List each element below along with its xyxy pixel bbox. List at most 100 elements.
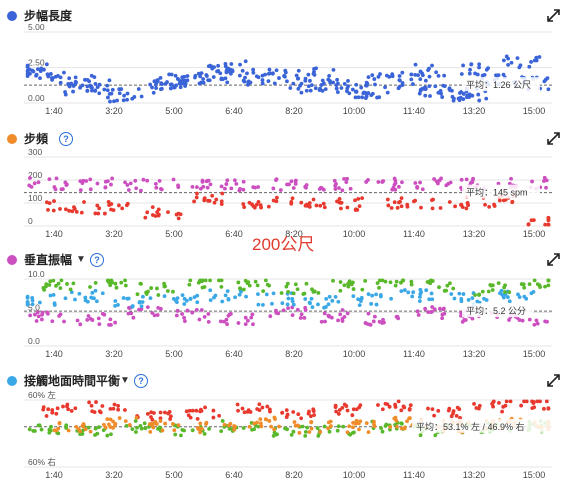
help-circle-icon[interactable]: ? [134,374,148,388]
data-point [285,281,290,286]
data-point [184,298,189,303]
panel-header: 接觸地面時間平衡 ▼ ? [0,373,576,389]
data-point [48,279,53,284]
data-point [241,78,246,83]
data-point [333,295,338,299]
data-point [309,296,314,301]
data-point [199,71,204,76]
data-point [406,290,411,295]
data-point [238,286,243,291]
data-point [377,278,382,283]
data-point [382,320,386,325]
data-point [224,317,229,322]
data-point [232,424,236,428]
data-point [477,65,481,70]
data-point [546,216,551,221]
data-point [285,412,290,417]
data-point [424,288,429,293]
data-point [73,75,78,80]
help-circle-icon[interactable]: ? [59,132,73,146]
data-point [240,406,245,411]
data-point [217,413,222,418]
data-point [268,71,272,76]
data-point [460,205,465,210]
data-point [393,405,398,409]
data-point [244,294,248,299]
data-point [529,218,534,223]
data-point [319,186,324,191]
data-point [143,426,148,431]
caret-down-icon[interactable]: ▼ [76,254,86,265]
data-point [275,432,279,437]
data-point [339,200,344,205]
data-point [35,67,40,72]
data-point [418,69,423,74]
y-tick-label: 0.0 [28,336,40,346]
data-point [427,84,432,89]
data-point [263,278,268,283]
data-point [52,185,57,189]
data-point [176,183,180,188]
data-point [303,78,308,83]
data-point [143,215,148,220]
data-point [280,301,285,306]
data-point [452,296,457,301]
data-point [316,302,320,307]
data-point [415,184,419,189]
data-point [198,430,202,435]
data-point [515,56,520,61]
data-point [423,306,428,311]
data-point [190,184,195,189]
data-point [25,301,30,306]
data-point [527,317,532,322]
help-circle-icon[interactable]: ? [90,253,104,267]
data-point [95,85,100,90]
data-point [499,288,504,293]
data-point [206,64,211,69]
data-point [138,188,143,193]
data-point [63,92,68,97]
data-point [436,73,441,78]
data-point [356,95,361,100]
data-point [138,281,143,286]
data-point [373,82,377,87]
data-point [63,180,68,185]
data-point [338,312,343,317]
data-point [149,286,154,290]
x-tick-label: 3:20 [105,470,123,480]
data-point [297,430,302,435]
data-point [376,180,381,184]
data-point [192,199,196,204]
data-point [305,425,310,430]
data-point [277,424,281,429]
data-point [237,292,242,297]
data-point [307,409,311,414]
x-tick-label: 5:00 [165,470,183,480]
data-point [208,288,213,293]
data-point [106,95,110,100]
expand-icon[interactable] [547,253,560,266]
expand-icon[interactable] [547,132,560,145]
data-point [163,410,167,415]
data-point [195,185,199,190]
data-point [130,96,135,101]
data-point [148,296,153,301]
data-point [526,222,531,227]
data-point [544,399,549,404]
data-point [294,73,299,78]
data-point [328,80,333,85]
caret-down-icon[interactable]: ▼ [120,375,130,386]
data-point [337,408,342,412]
expand-icon[interactable] [547,374,560,387]
data-point [430,297,435,302]
data-point [87,400,91,405]
data-point [149,410,154,415]
data-point [129,311,134,316]
data-point [296,68,301,73]
data-point [70,209,75,214]
data-point [348,186,353,191]
expand-icon[interactable] [547,9,560,22]
data-point [79,210,84,215]
data-point [158,306,163,311]
data-point [302,316,307,320]
